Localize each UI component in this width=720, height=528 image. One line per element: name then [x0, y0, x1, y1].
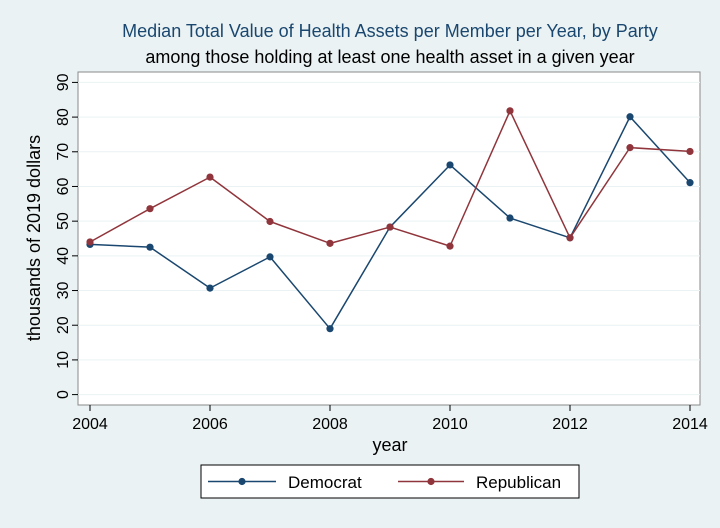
- point-republican-2010: [446, 242, 454, 250]
- x-tick-label-2010: 2010: [432, 416, 468, 433]
- y-tick-label-30: 30: [55, 282, 72, 300]
- point-republican-2009: [386, 223, 394, 231]
- y-tick-label-70: 70: [55, 143, 72, 161]
- y-axis-label: thousands of 2019 dollars: [24, 135, 44, 341]
- y-tick-label-60: 60: [55, 177, 72, 195]
- point-democrat-2008: [326, 325, 334, 333]
- legend: Democrat Republican: [200, 464, 580, 499]
- point-republican-2005: [146, 205, 154, 213]
- point-republican-2008: [326, 239, 334, 247]
- y-tick-label-40: 40: [55, 247, 72, 265]
- chart-subtitle: among those holding at least one health …: [145, 47, 634, 67]
- point-democrat-2005: [146, 243, 154, 251]
- chart-title: Median Total Value of Health Assets per …: [122, 21, 658, 41]
- legend-republican-marker: [427, 477, 435, 486]
- point-republican-2007: [266, 217, 274, 226]
- point-republican-2011: [506, 107, 514, 115]
- point-republican-2013: [626, 144, 634, 152]
- point-republican-2006: [206, 173, 214, 181]
- point-democrat-2006: [206, 284, 214, 292]
- y-tick-label-50: 50: [55, 212, 72, 230]
- y-tick-label-0: 0: [55, 390, 72, 399]
- x-tick-label-2006: 2006: [192, 416, 228, 433]
- point-republican-2014: [686, 147, 694, 156]
- point-democrat-2010: [446, 161, 454, 169]
- point-republican-2004: [86, 238, 94, 246]
- legend-democrat-marker: [238, 477, 246, 486]
- point-democrat-2011: [506, 214, 514, 222]
- x-tick-label-2012: 2012: [552, 416, 588, 433]
- x-axis: 2004 2006 2008 2010 2012 2014: [72, 405, 708, 433]
- legend-democrat-label: Democrat: [288, 473, 362, 492]
- x-axis-label: year: [372, 435, 407, 455]
- y-tick-label-10: 10: [55, 351, 72, 369]
- y-tick-label-20: 20: [55, 316, 72, 334]
- y-axis: 0 10 20 30 40 50 60 70 80 90: [55, 73, 78, 399]
- x-tick-label-2014: 2014: [672, 416, 708, 433]
- point-republican-2012: [566, 234, 574, 242]
- grid-lines: [78, 81, 700, 396]
- y-tick-label-80: 80: [55, 108, 72, 126]
- legend-republican-label: Republican: [476, 473, 561, 492]
- x-tick-label-2004: 2004: [72, 416, 108, 433]
- series-lines: [86, 107, 694, 333]
- plot-area: [77, 71, 701, 406]
- point-democrat-2007: [266, 253, 274, 261]
- y-tick-label-90: 90: [55, 73, 72, 91]
- point-democrat-2014: [686, 179, 694, 187]
- x-tick-label-2008: 2008: [312, 416, 348, 433]
- point-democrat-2013: [626, 113, 634, 121]
